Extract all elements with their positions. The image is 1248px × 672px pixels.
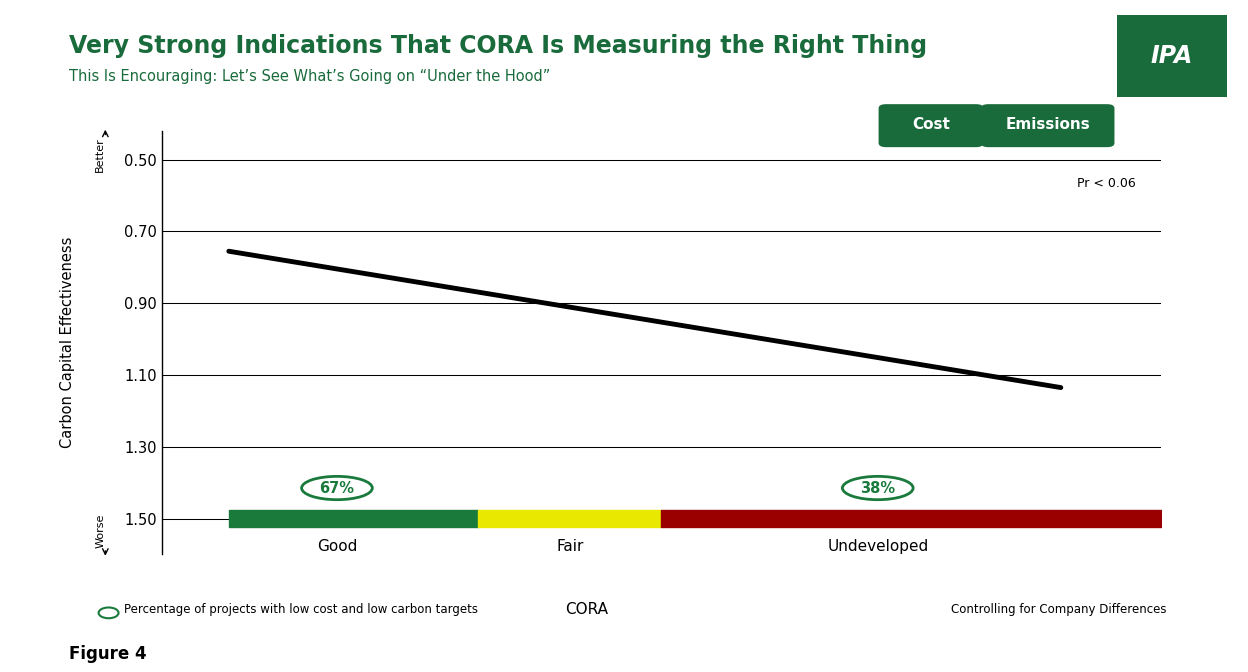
Text: Fair: Fair — [557, 539, 584, 554]
Text: IPA: IPA — [1151, 44, 1193, 69]
Text: Good: Good — [317, 539, 357, 554]
Text: Cost: Cost — [912, 117, 950, 132]
FancyBboxPatch shape — [981, 104, 1114, 147]
Text: Pr < 0.06: Pr < 0.06 — [1077, 177, 1136, 190]
Text: Carbon Capital Effectiveness: Carbon Capital Effectiveness — [60, 237, 75, 448]
FancyBboxPatch shape — [879, 104, 983, 147]
Text: Very Strong Indications That CORA Is Measuring the Right Thing: Very Strong Indications That CORA Is Mea… — [69, 34, 927, 58]
Text: Emissions: Emissions — [1006, 117, 1090, 132]
Text: 67%: 67% — [319, 480, 354, 495]
Text: Percentage of projects with low cost and low carbon targets: Percentage of projects with low cost and… — [124, 603, 478, 616]
Text: CORA: CORA — [565, 602, 608, 617]
Text: Undeveloped: Undeveloped — [827, 539, 929, 554]
Text: 38%: 38% — [860, 480, 895, 495]
Text: Worse: Worse — [95, 513, 105, 548]
Text: Figure 4: Figure 4 — [69, 645, 146, 663]
Text: This Is Encouraging: Let’s See What’s Going on “Under the Hood”: This Is Encouraging: Let’s See What’s Go… — [69, 69, 550, 83]
Text: Better: Better — [95, 137, 105, 172]
Text: Controlling for Company Differences: Controlling for Company Differences — [951, 603, 1167, 616]
